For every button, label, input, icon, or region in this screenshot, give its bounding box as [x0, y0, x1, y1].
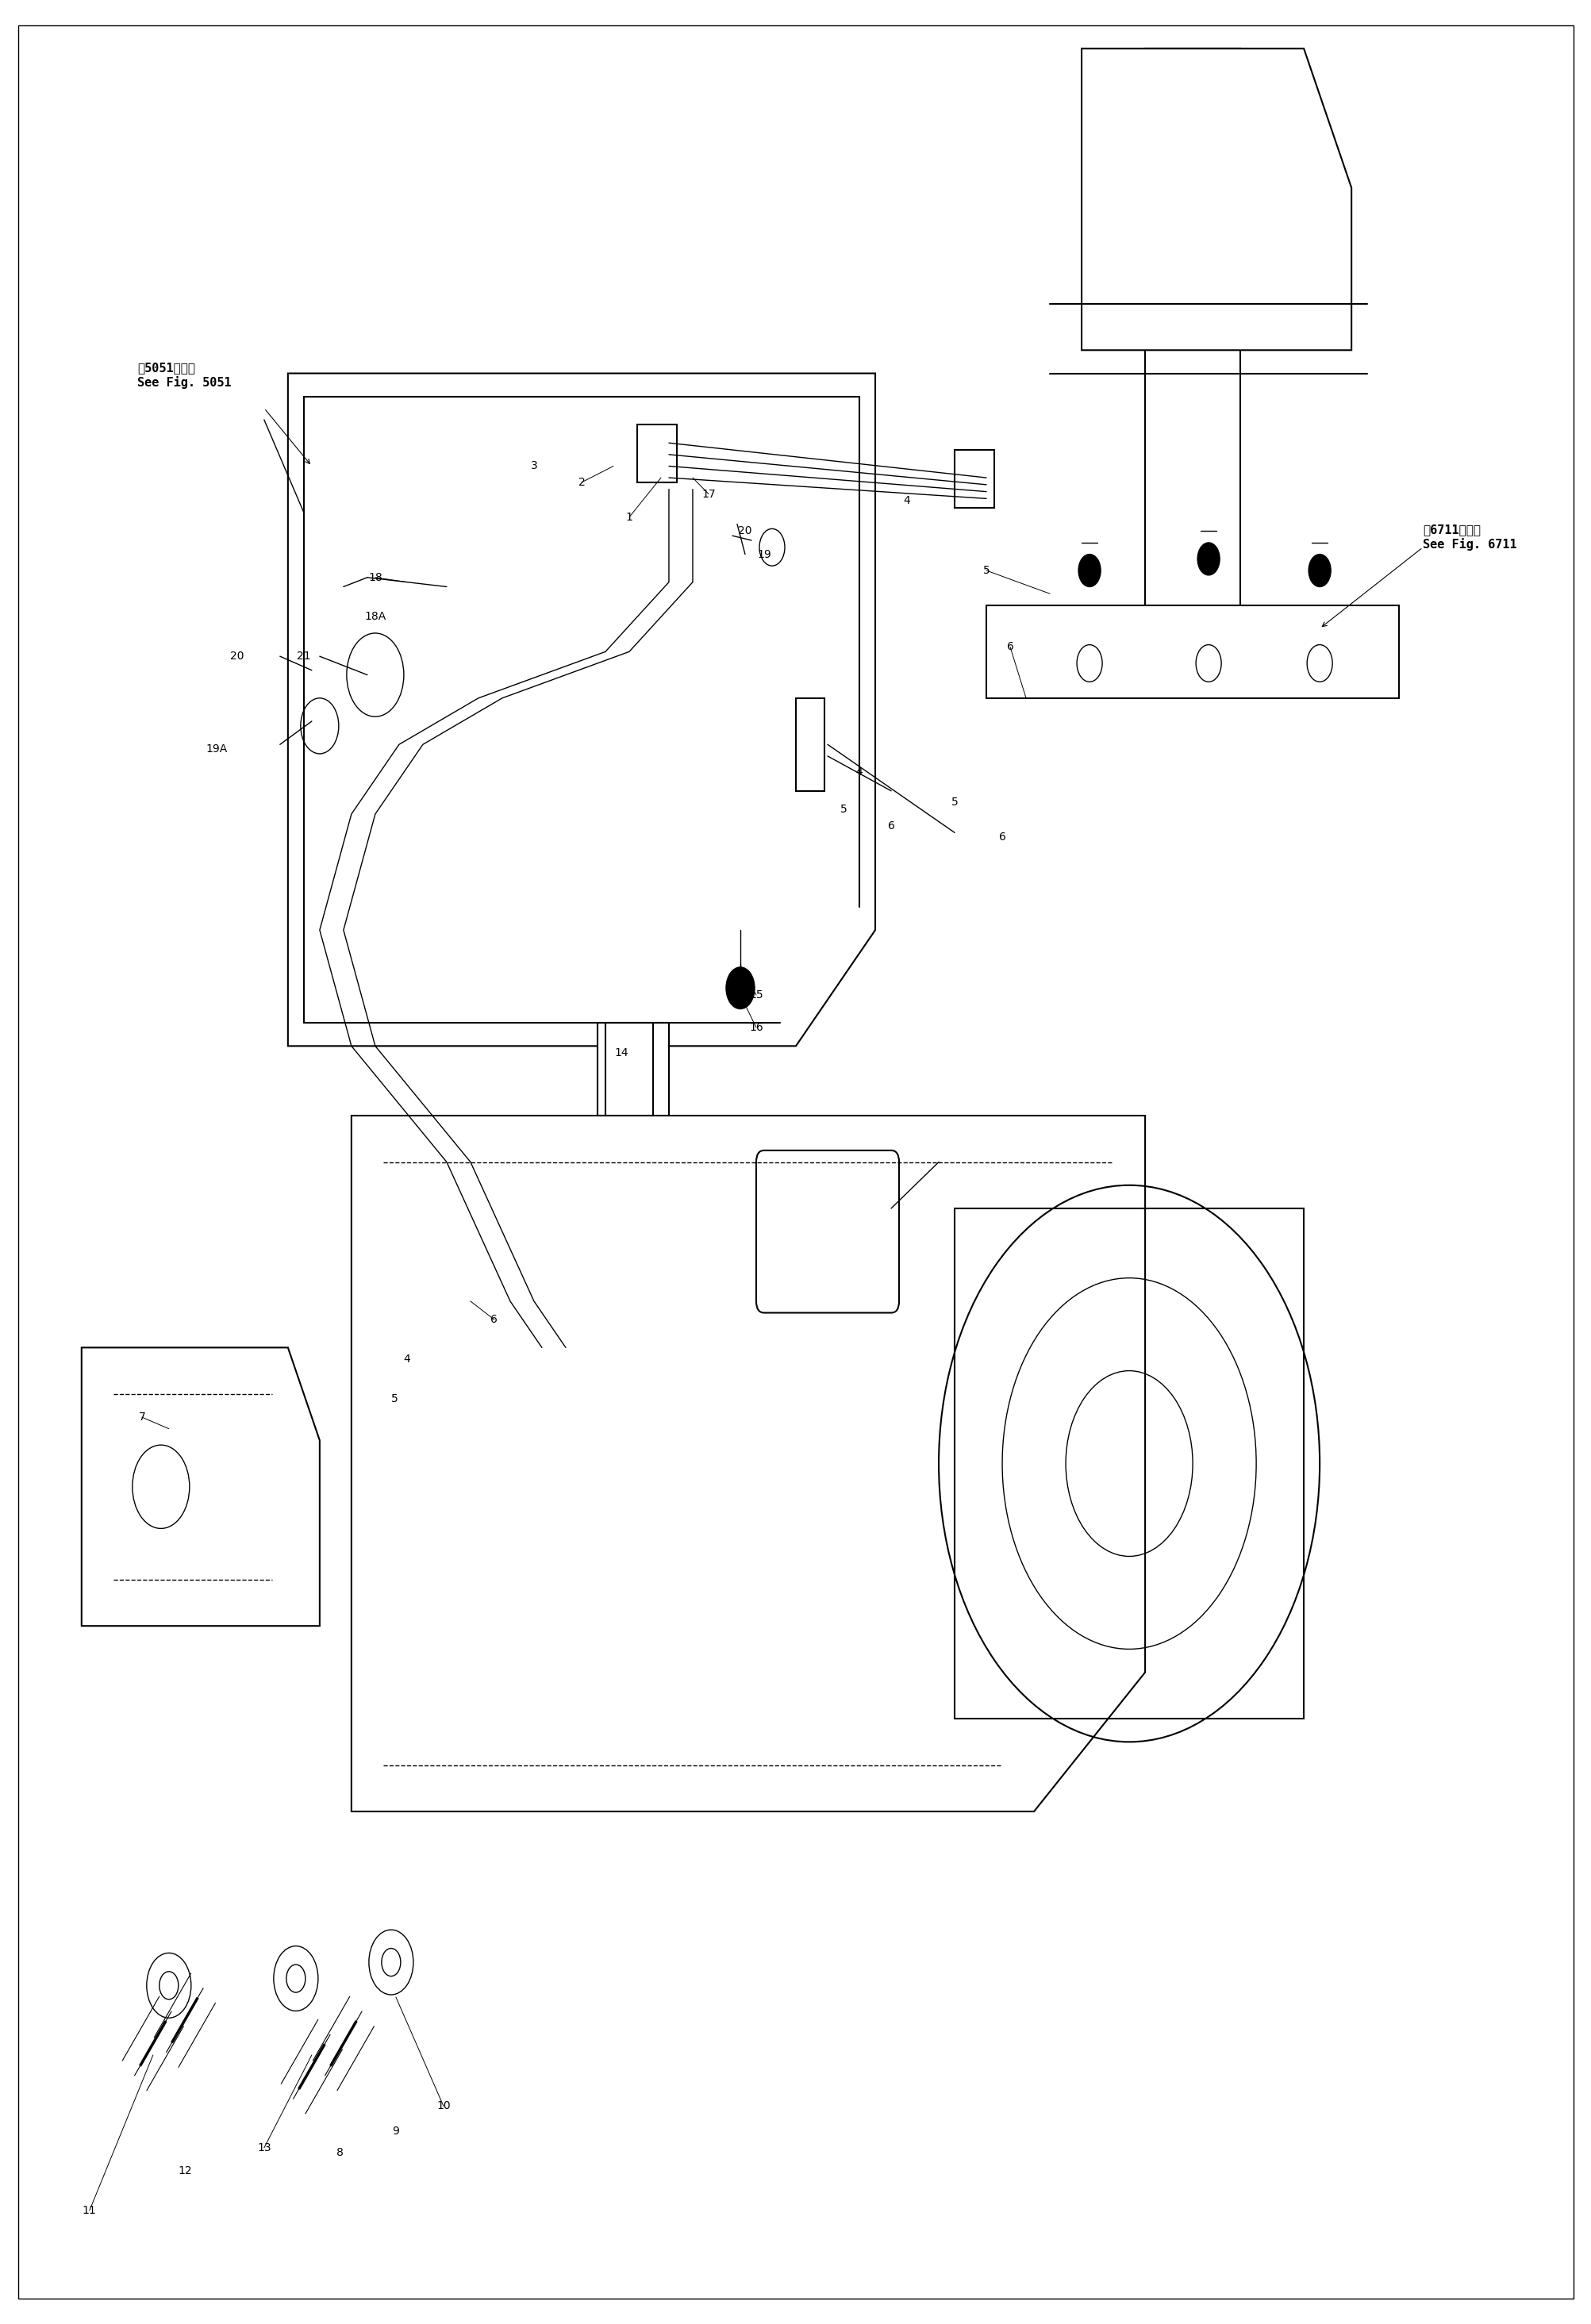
- Text: 6: 6: [1006, 641, 1013, 653]
- Text: 19A: 19A: [205, 744, 228, 755]
- Text: 16: 16: [749, 1023, 762, 1032]
- Bar: [636, 425, 676, 483]
- Circle shape: [1079, 553, 1099, 586]
- Polygon shape: [597, 1023, 668, 1116]
- Text: 3: 3: [530, 460, 538, 472]
- Text: 18A: 18A: [364, 611, 387, 623]
- Text: 20: 20: [738, 525, 751, 537]
- Text: 7: 7: [138, 1411, 145, 1422]
- Polygon shape: [352, 1116, 1144, 1810]
- Text: 15: 15: [749, 990, 762, 1002]
- Text: 12: 12: [178, 2166, 191, 2178]
- Text: 6: 6: [998, 832, 1006, 844]
- Text: 11: 11: [83, 2205, 97, 2217]
- Text: 4: 4: [403, 1353, 410, 1364]
- Text: 5: 5: [840, 804, 846, 816]
- Polygon shape: [1082, 49, 1351, 351]
- Text: 20: 20: [231, 651, 243, 662]
- Text: 4: 4: [856, 767, 862, 779]
- Text: 18: 18: [368, 572, 382, 583]
- Text: 19: 19: [757, 548, 770, 560]
- Text: 5: 5: [391, 1392, 398, 1404]
- Polygon shape: [81, 1348, 320, 1627]
- Text: 5: 5: [982, 565, 990, 576]
- Polygon shape: [288, 374, 875, 1046]
- Text: 8: 8: [337, 2147, 344, 2159]
- Circle shape: [1196, 544, 1219, 574]
- Circle shape: [725, 967, 754, 1009]
- Text: 第6711図参照
See Fig. 6711: 第6711図参照 See Fig. 6711: [1422, 525, 1516, 551]
- Bar: [955, 1208, 1303, 1720]
- FancyBboxPatch shape: [756, 1150, 899, 1313]
- Text: 9: 9: [391, 2126, 399, 2138]
- Text: 6: 6: [888, 820, 894, 832]
- Polygon shape: [986, 604, 1398, 697]
- Text: 1: 1: [625, 511, 633, 523]
- Text: 17: 17: [702, 488, 716, 500]
- Bar: [955, 451, 994, 509]
- Text: 4: 4: [904, 495, 910, 507]
- Text: 13: 13: [258, 2143, 270, 2154]
- Text: 5: 5: [951, 797, 958, 809]
- Text: 10: 10: [436, 2101, 450, 2113]
- Text: 14: 14: [614, 1048, 628, 1057]
- Text: 2: 2: [578, 476, 585, 488]
- Bar: [796, 697, 824, 790]
- Circle shape: [1308, 553, 1330, 586]
- Text: 21: 21: [296, 651, 310, 662]
- Text: 6: 6: [490, 1313, 498, 1325]
- Polygon shape: [1144, 49, 1239, 604]
- Text: 第5051図参照
See Fig. 5051: 第5051図参照 See Fig. 5051: [137, 363, 231, 388]
